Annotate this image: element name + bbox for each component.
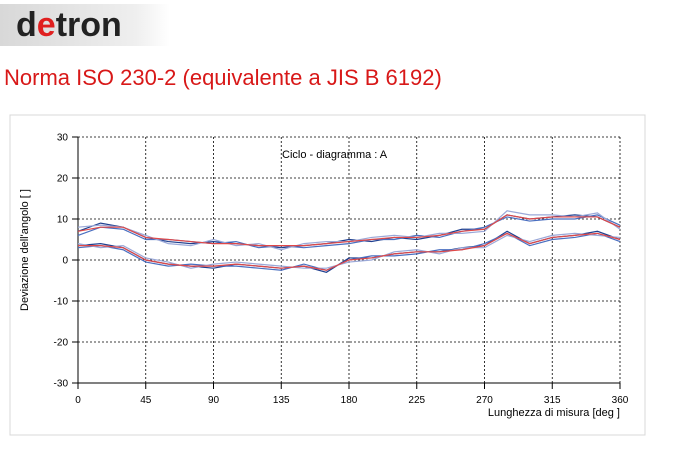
x-tick-label: 0 <box>75 395 81 406</box>
heading: Norma ISO 230-2 (equivalente a JIS B 619… <box>4 65 442 90</box>
series-line <box>77 232 621 269</box>
x-tick-label: 360 <box>612 395 629 406</box>
series-line <box>77 214 621 247</box>
logo-part: tron <box>56 6 122 44</box>
y-tick-label: 20 <box>57 174 69 185</box>
x-tick-label: 315 <box>544 395 561 406</box>
logo-part: e <box>37 6 56 44</box>
y-tick-label: -10 <box>54 297 69 308</box>
y-tick-label: 0 <box>62 256 68 267</box>
logo-part: d <box>16 6 37 44</box>
logo: detron <box>16 6 122 44</box>
x-tick-label: 225 <box>408 395 425 406</box>
logo-bg <box>0 4 170 46</box>
x-axis-label: Lunghezza di misura [deg ] <box>488 407 620 419</box>
x-tick-label: 135 <box>273 395 290 406</box>
y-tick-label: 10 <box>57 215 69 226</box>
y-axis-label: Deviazione dell'angolo [ ] <box>19 189 31 311</box>
x-tick-label: 45 <box>140 395 152 406</box>
y-tick-label: -20 <box>54 338 69 349</box>
chart: -30 -20 -10 0 10 20 30 0 45 90 135 180 225 270 315 360 C… <box>19 133 629 420</box>
x-tick-label: 90 <box>208 395 220 406</box>
annotation: Ciclo - diagramma : A <box>282 149 388 161</box>
x-tick-label: 270 <box>476 395 493 406</box>
x-tick-label: 180 <box>341 395 358 406</box>
series-line <box>78 232 621 271</box>
y-tick-label: -30 <box>54 379 69 390</box>
y-tick-label: 30 <box>57 133 69 144</box>
chart-panel <box>9 114 646 436</box>
